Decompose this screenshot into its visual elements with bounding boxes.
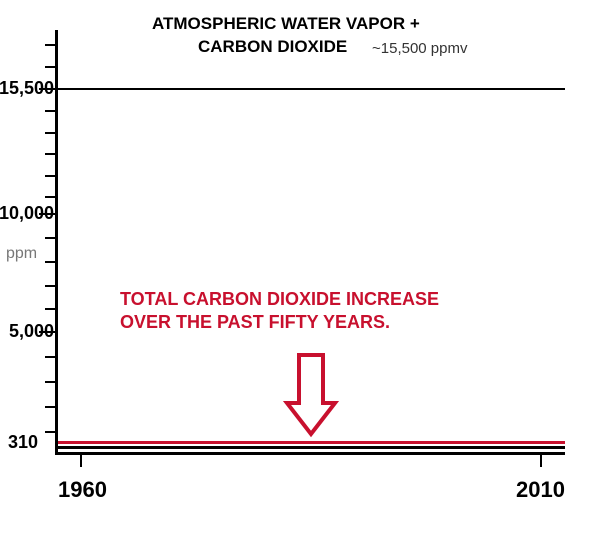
y-minor-tick — [45, 431, 55, 433]
y-axis-line — [55, 30, 58, 452]
x-tick — [80, 455, 82, 467]
y-minor-tick — [45, 110, 55, 112]
co2-annotation-line1: TOTAL CARBON DIOXIDE INCREASE — [120, 288, 439, 311]
chart-title-line1: ATMOSPHERIC WATER VAPOR + — [152, 14, 420, 34]
x-tick-label-2010: 2010 — [516, 477, 565, 503]
chart-title-line2: CARBON DIOXIDE — [198, 37, 347, 57]
y-tick-label-310: 310 — [8, 432, 38, 453]
y-minor-tick — [45, 356, 55, 358]
y-minor-tick — [45, 44, 55, 46]
title-ppmv-annotation: ~15,500 ppmv — [372, 40, 468, 57]
series-watervapor-co2-line — [58, 88, 565, 90]
y-minor-tick — [45, 175, 55, 177]
y-minor-tick — [45, 132, 55, 134]
series-co2-baseline — [58, 446, 565, 449]
y-tick-label-10000: 10,000 — [0, 203, 54, 224]
y-minor-tick — [45, 153, 55, 155]
y-minor-tick — [45, 66, 55, 68]
y-minor-tick — [45, 196, 55, 198]
y-minor-tick — [45, 308, 55, 310]
y-tick-label-5000: 5,000 — [0, 321, 54, 342]
series-co2-line — [58, 441, 565, 444]
y-tick-label-15500: 15,500 — [0, 78, 54, 99]
y-minor-tick — [45, 381, 55, 383]
x-tick — [540, 455, 542, 467]
y-minor-tick — [45, 237, 55, 239]
chart-root: ATMOSPHERIC WATER VAPOR + CARBON DIOXIDE… — [0, 0, 595, 548]
arrow-down-icon — [282, 350, 340, 440]
x-axis-line — [55, 452, 565, 455]
y-minor-tick — [45, 406, 55, 408]
y-axis-unit-label: ppm — [6, 245, 37, 263]
x-tick-label-1960: 1960 — [58, 477, 107, 503]
co2-increase-annotation: TOTAL CARBON DIOXIDE INCREASE OVER THE P… — [120, 288, 439, 333]
y-minor-tick — [45, 261, 55, 263]
y-minor-tick — [45, 285, 55, 287]
co2-annotation-line2: OVER THE PAST FIFTY YEARS. — [120, 311, 439, 334]
